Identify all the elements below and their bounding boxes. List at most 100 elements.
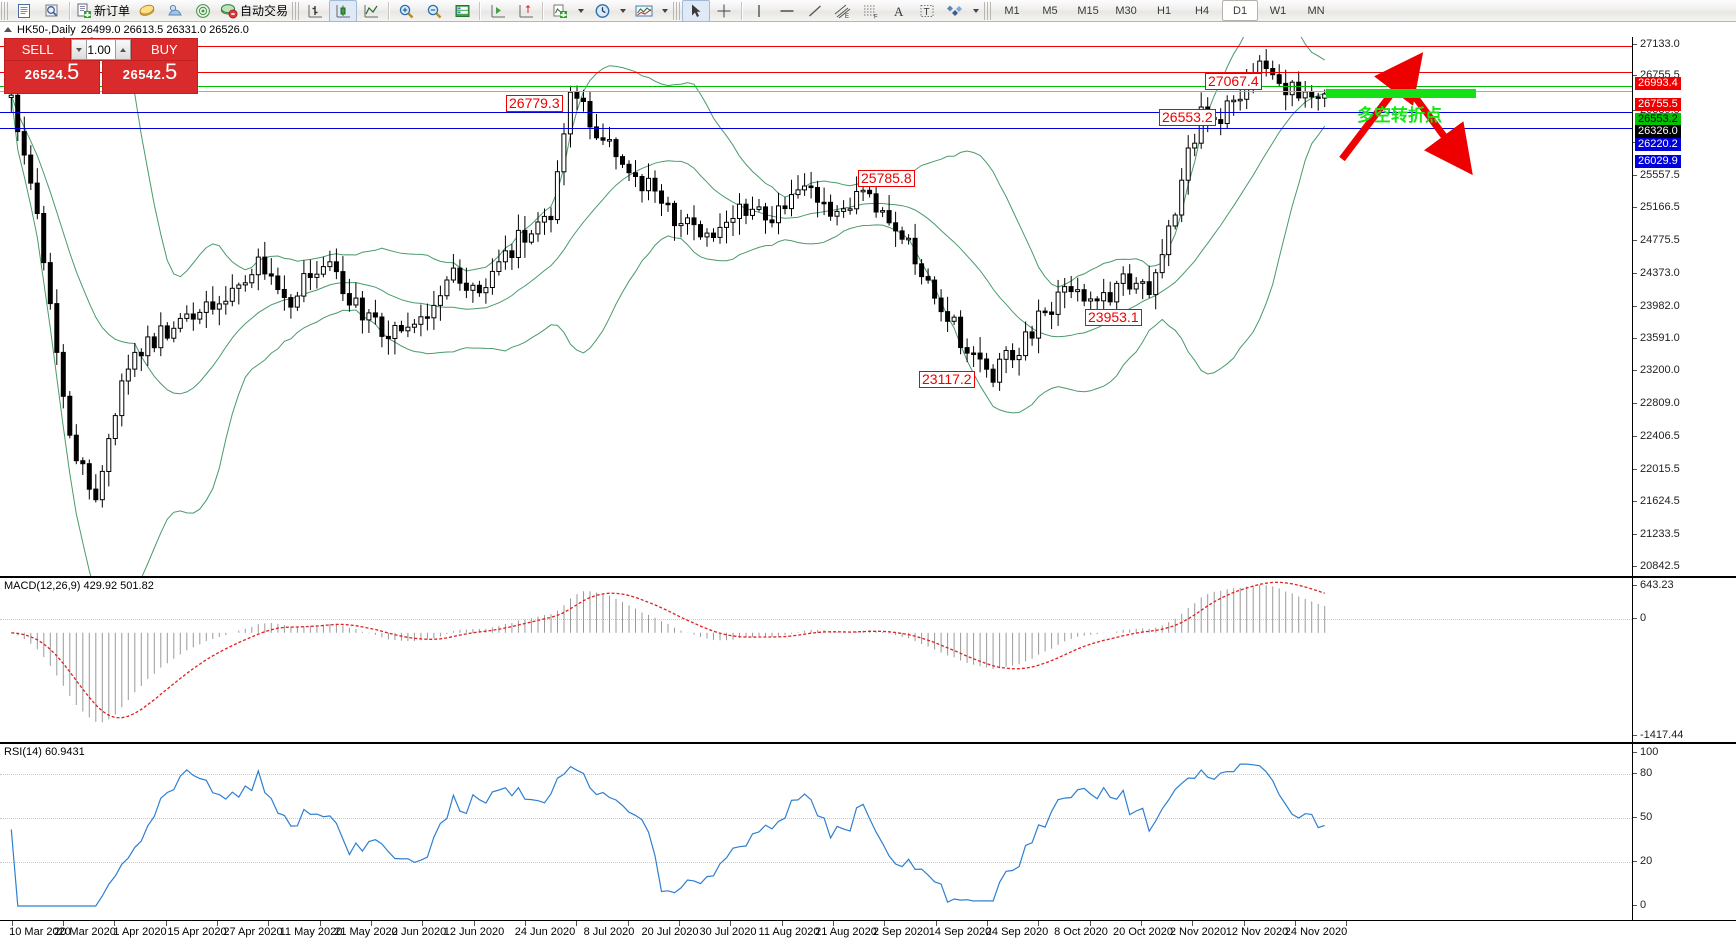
text-icon[interactable]: A — [885, 0, 913, 22]
zoom-out-icon[interactable] — [420, 0, 448, 22]
chart-shift-icon[interactable] — [511, 0, 539, 22]
time-label: 15 Apr 2020 — [167, 926, 227, 938]
timeframe-m5[interactable]: M5 — [1042, 4, 1058, 17]
trendline-icon[interactable] — [801, 0, 829, 22]
price-line-26326[interactable] — [0, 91, 1632, 92]
time-axis[interactable]: 10 Mar 2020 20 Mar 2020 1 Apr 2020 15 Apr 2… — [0, 920, 1736, 944]
zoom-in-icon[interactable] — [392, 0, 420, 22]
price-annotation[interactable]: 26779.3 — [506, 95, 563, 112]
timeframe-mn[interactable]: MN — [1307, 4, 1325, 17]
resistance-line-26993[interactable] — [0, 46, 1632, 47]
resistance-line-26755[interactable] — [0, 72, 1632, 73]
time-label: 8 Jul 2020 — [583, 926, 635, 938]
timeframe-w1[interactable]: W1 — [1269, 4, 1287, 17]
crosshair-icon[interactable] — [710, 0, 738, 22]
shapes-icon[interactable] — [941, 0, 969, 22]
price-annotation[interactable]: 27067.4 — [1205, 73, 1262, 90]
rsi-plot-area[interactable] — [0, 744, 1632, 920]
indicators-icon[interactable] — [546, 0, 574, 22]
time-label: 2 Jun 2020 — [391, 926, 447, 938]
price-scale[interactable]: 27133.026755.526339.525948.525557.525166… — [1632, 37, 1736, 576]
macd-scale[interactable]: 643.23 0 -1417.44 — [1632, 578, 1736, 742]
cursor-icon[interactable] — [682, 0, 711, 22]
time-label: 2 Sep 2020 — [872, 926, 930, 938]
data-window-icon[interactable] — [38, 0, 66, 22]
macd-gridline-zero — [0, 619, 1632, 620]
time-label: 20 Jul 2020 — [641, 926, 699, 938]
auto-scroll-icon[interactable] — [483, 0, 511, 22]
one-click-trading-panel[interactable]: SELL 1.00 BUY 26524 . 5 26542 . 5 — [4, 38, 198, 94]
tile-windows-icon[interactable] — [448, 0, 476, 22]
time-tick — [217, 921, 218, 926]
macd-plot-area[interactable] — [0, 578, 1632, 742]
shapes-dropdown-icon[interactable] — [973, 8, 980, 13]
time-tick — [320, 921, 321, 926]
timeframe-h4[interactable]: H4 — [1195, 4, 1210, 17]
new-order-button[interactable]: 新订单 — [73, 0, 133, 22]
bar-chart-icon[interactable] — [301, 0, 329, 22]
new-order-label: 新订单 — [94, 4, 131, 18]
navigator-icon[interactable] — [161, 0, 189, 22]
timeframe-d1[interactable]: D1 — [1222, 0, 1259, 21]
periods-icon[interactable] — [588, 0, 616, 22]
price-annotation[interactable]: 23117.2 — [919, 371, 975, 388]
price-plot-area[interactable] — [0, 37, 1632, 576]
text-label-icon[interactable]: T — [913, 0, 941, 22]
time-label: 21 May 2020 — [334, 926, 398, 938]
support-line-26220[interactable] — [0, 112, 1632, 113]
green-zone-band — [1326, 89, 1476, 98]
time-label: 1 Apr 2020 — [113, 926, 167, 938]
timeframe-m1[interactable]: M1 — [1004, 4, 1020, 17]
time-tick — [576, 921, 577, 926]
time-tick — [628, 921, 629, 926]
chart-symbol-label: HK50-,Daily — [17, 23, 76, 36]
price-annotation[interactable]: 23953.1 — [1085, 309, 1142, 326]
horizontal-line-icon[interactable] — [773, 0, 801, 22]
auto-trading-button[interactable]: 自动交易 — [217, 0, 291, 22]
support-line-26029[interactable] — [0, 128, 1632, 129]
rsi-pane: RSI(14) 60.9431 100 80 50 20 0 — [0, 743, 1736, 920]
market-watch-icon[interactable] — [10, 0, 38, 22]
timeframe-h1[interactable]: H1 — [1157, 4, 1172, 17]
templates-dropdown-icon[interactable] — [662, 8, 669, 13]
buy-price-display[interactable]: 26542 . 5 — [102, 61, 198, 94]
time-label: 24 Sep 2020 — [985, 926, 1049, 938]
collapse-icon[interactable] — [4, 27, 12, 32]
time-tick — [525, 921, 526, 926]
price-annotation[interactable]: 25785.8 — [858, 170, 915, 187]
equidistant-channel-icon[interactable]: E — [829, 0, 857, 22]
fibonacci-retracement-icon[interactable]: F — [857, 0, 885, 22]
time-label: 24 Jun 2020 — [514, 926, 576, 938]
toolbar-grip-3[interactable] — [673, 1, 681, 20]
candlestick-chart-icon[interactable] — [329, 0, 358, 22]
buy-button[interactable]: BUY — [130, 38, 198, 61]
periods-dropdown-icon[interactable] — [620, 8, 627, 13]
signals-icon[interactable] — [189, 0, 217, 22]
time-tick — [679, 921, 680, 926]
templates-icon[interactable] — [630, 0, 658, 22]
toolbar-separator-4 — [542, 1, 544, 20]
vertical-line-icon[interactable] — [745, 0, 773, 22]
toolbar-grip-4[interactable] — [984, 1, 992, 20]
time-tick — [371, 921, 372, 926]
indicators-dropdown-icon[interactable] — [578, 8, 585, 13]
toolbar-grip-2[interactable] — [292, 1, 300, 20]
sell-price-display[interactable]: 26524 . 5 — [4, 61, 100, 94]
chart-ohlc-values: 26499.0 26613.5 26331.0 26526.0 — [80, 23, 249, 36]
toolbar-grip[interactable] — [1, 1, 8, 20]
time-tick — [114, 921, 115, 926]
time-label: 10 Mar 2020 — [9, 926, 71, 938]
line-chart-icon[interactable] — [357, 0, 385, 22]
volume-increment-button[interactable] — [114, 39, 131, 60]
time-label: 21 Aug 2020 — [815, 926, 877, 938]
volume-decrement-button[interactable] — [71, 39, 88, 60]
expert-advisors-icon[interactable] — [133, 0, 161, 22]
price-annotation[interactable]: 26553.2 — [1159, 109, 1216, 126]
timeframe-m30[interactable]: M30 — [1115, 4, 1137, 17]
sell-button[interactable]: SELL — [4, 38, 72, 61]
timeframe-m15[interactable]: M15 — [1077, 4, 1099, 17]
support-line-26553[interactable] — [0, 86, 1632, 87]
rsi-scale[interactable]: 100 80 50 20 0 — [1632, 744, 1736, 920]
volume-stepper[interactable]: 1.00 — [71, 38, 131, 61]
volume-input[interactable]: 1.00 — [87, 39, 115, 60]
